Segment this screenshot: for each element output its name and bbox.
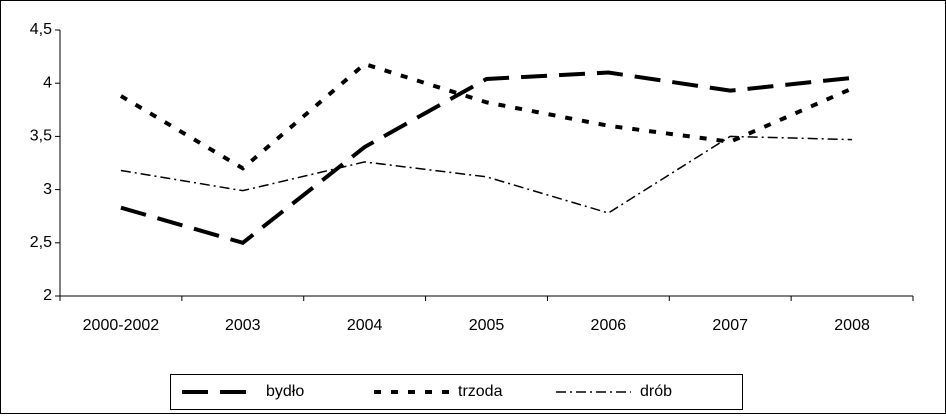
series-line — [119, 61, 853, 171]
y-tick-label: 2,5 — [30, 234, 52, 251]
x-tick-label: 2004 — [347, 317, 383, 334]
legend-label: bydło — [266, 383, 304, 400]
x-tick-label: 2007 — [712, 317, 748, 334]
y-tick-label: 4 — [43, 74, 52, 91]
legend-label: trzoda — [458, 383, 503, 400]
legend-label: drób — [640, 383, 672, 400]
series-line — [120, 135, 853, 214]
legend-box — [170, 374, 743, 410]
series-line — [120, 70, 853, 246]
x-tick-label: 2005 — [469, 317, 505, 334]
y-tick-label: 2 — [43, 287, 52, 304]
x-tick-label: 2008 — [834, 317, 870, 334]
y-tick-label: 3,5 — [30, 128, 52, 145]
y-tick-label: 4,5 — [30, 21, 52, 38]
x-tick-label: 2006 — [591, 317, 627, 334]
x-tick-label: 2003 — [225, 317, 261, 334]
x-tick-label: 2000-2002 — [83, 317, 160, 334]
y-tick-label: 3 — [43, 181, 52, 198]
